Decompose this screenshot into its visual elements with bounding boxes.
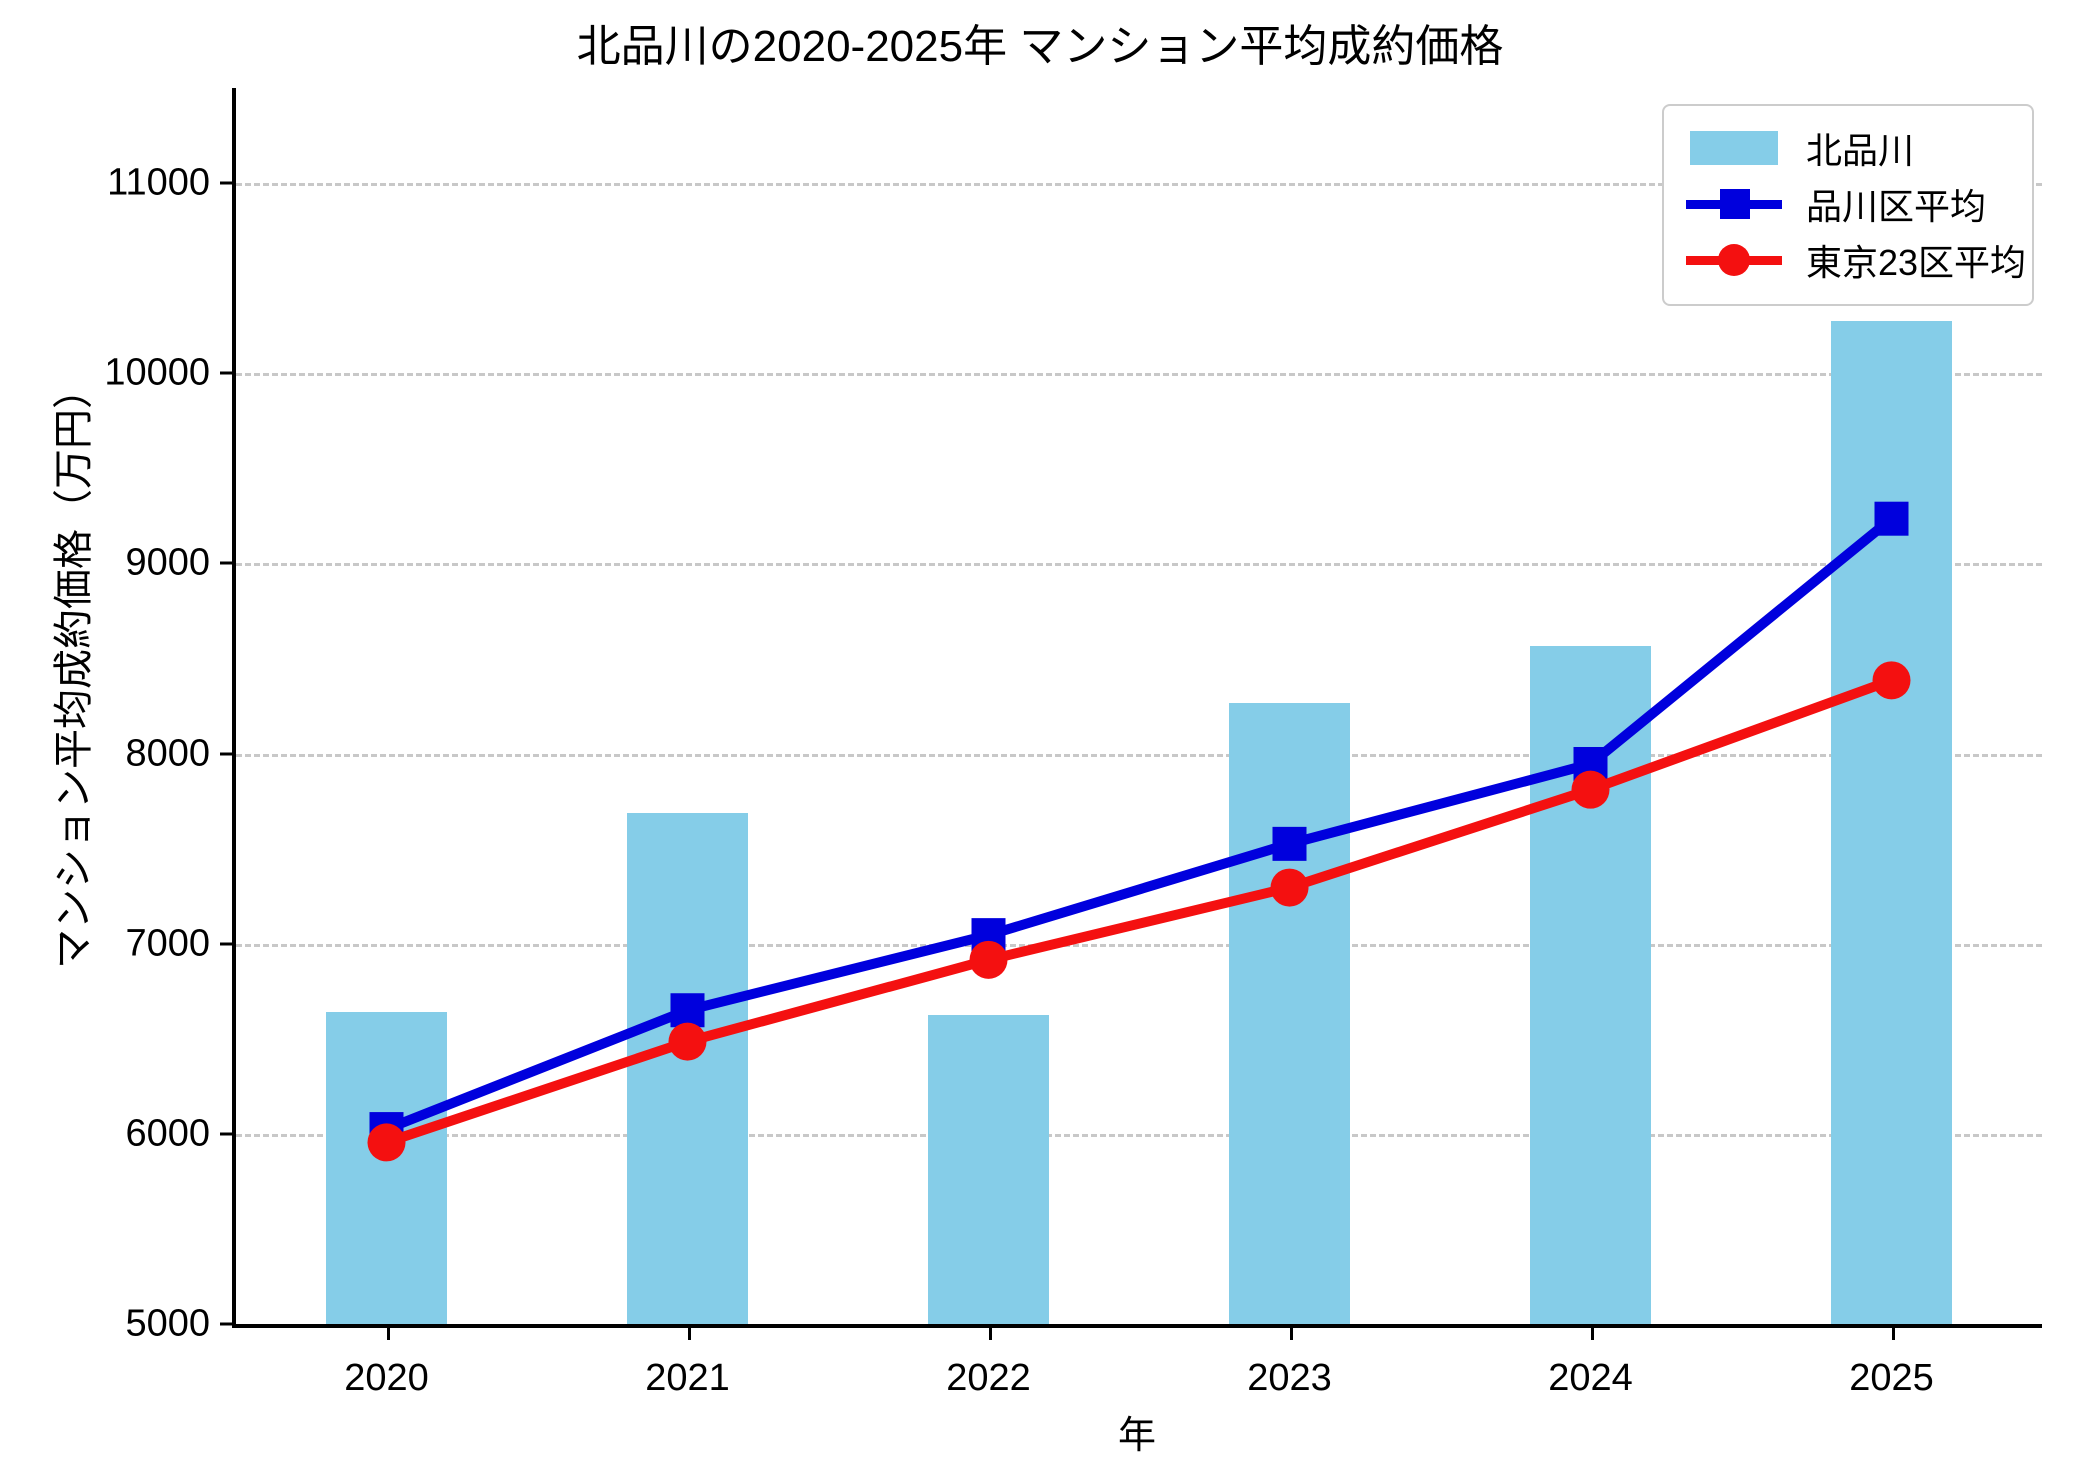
x-tick-label: 2024 (1548, 1357, 1633, 1399)
y-axis-title: マンション平均成約価格（万円） (52, 369, 96, 969)
circle-marker (1872, 661, 1911, 700)
line-series-overlay (367, 501, 1911, 1162)
y-tick-mark (220, 181, 236, 185)
x-tick-mark (988, 1324, 992, 1340)
legend-item-tokyo23[interactable]: 東京23区平均 (1682, 232, 2026, 288)
x-tick-label: 2022 (946, 1357, 1031, 1399)
x-tick-label: 2023 (1247, 1357, 1332, 1399)
y-tick-label: 9000 (125, 541, 210, 584)
chart-legend: 北品川 品川区平均 東京23区平均 (1662, 104, 2034, 306)
y-tick-mark (220, 371, 236, 375)
square-marker (670, 993, 705, 1028)
circle-marker (668, 1022, 707, 1061)
x-tick-label: 2025 (1849, 1357, 1934, 1399)
y-tick-mark (220, 942, 236, 946)
x-tick-mark (1891, 1324, 1895, 1340)
legend-swatch-tokyo23 (1682, 237, 1786, 283)
legend-swatch-bar (1682, 125, 1786, 171)
legend-label-bar: 北品川 (1806, 130, 1915, 171)
circle-marker (1571, 770, 1610, 809)
y-tick-label: 10000 (104, 351, 210, 394)
gridline (236, 943, 2042, 947)
y-tick-label: 7000 (125, 922, 210, 965)
x-tick-mark (1590, 1324, 1594, 1340)
line-path (381, 675, 1897, 1148)
y-tick-label: 5000 (125, 1302, 210, 1345)
circle-marker (367, 1123, 406, 1162)
square-marker (1874, 501, 1909, 536)
y-tick-label: 8000 (125, 732, 210, 775)
y-tick-mark (220, 1322, 236, 1326)
x-tick-mark (687, 1324, 691, 1340)
gridline (236, 753, 2042, 757)
x-tick-label: 2020 (344, 1357, 429, 1399)
plot-area: 5000 6000 7000 8000 9000 10000 11000 2020 2021 2… (104, 88, 2042, 1399)
legend-item-bar[interactable]: 北品川 (1682, 120, 2014, 176)
gridline (236, 373, 2042, 377)
gridline (236, 1133, 2042, 1137)
legend-swatch-shinagawa (1682, 181, 1786, 227)
plot-inner: 5000 6000 7000 8000 9000 10000 11000 2020 2021 2… (104, 88, 2042, 1399)
circle-marker (1270, 868, 1309, 907)
y-tick-label: 6000 (125, 1112, 210, 1155)
bar (326, 1012, 447, 1324)
legend-label-shinagawa: 品川区平均 (1806, 186, 1987, 227)
bar (1831, 320, 1952, 1324)
x-axis-title: 年 (1117, 1415, 1156, 1457)
y-tick-label: 11000 (107, 161, 210, 204)
chart-title: 北品川の2020-2025年 マンション平均成約価格 (576, 22, 1504, 71)
y-tick-mark (220, 1132, 236, 1136)
bar (627, 812, 748, 1324)
x-tick-mark (386, 1324, 390, 1340)
line-path (381, 513, 1897, 1135)
x-tick-mark (1289, 1324, 1293, 1340)
y-tick-mark (220, 752, 236, 756)
y-tick-mark (220, 561, 236, 565)
legend-item-shinagawa[interactable]: 品川区平均 (1682, 176, 2014, 232)
bar (928, 1015, 1049, 1324)
square-marker (1272, 826, 1307, 861)
gridline (236, 563, 2042, 567)
circle-marker (969, 940, 1008, 979)
gridline (236, 183, 2042, 187)
x-tick-label: 2021 (645, 1357, 730, 1399)
legend-label-tokyo23: 東京23区平均 (1806, 242, 2027, 283)
bar (1229, 703, 1350, 1324)
